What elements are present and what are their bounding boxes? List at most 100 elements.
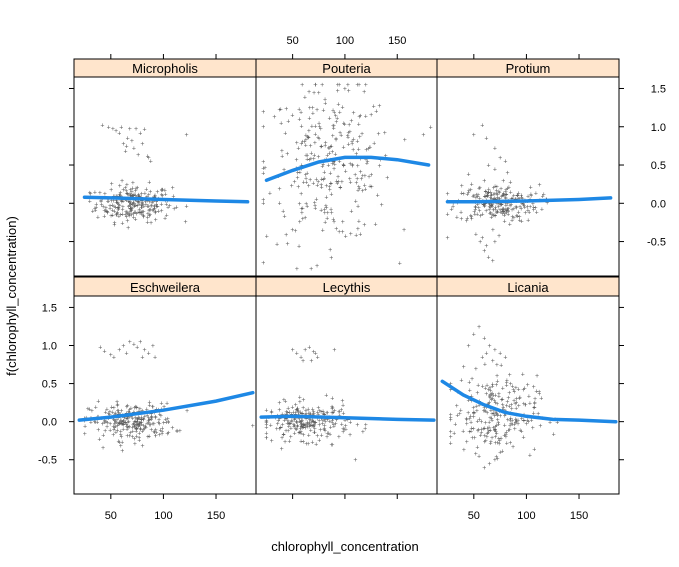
- data-point: +: [157, 209, 161, 216]
- data-point: +: [511, 421, 515, 428]
- data-point: +: [103, 428, 107, 435]
- data-point: +: [503, 354, 507, 361]
- data-point: +: [115, 209, 119, 216]
- data-point: +: [473, 204, 477, 211]
- data-point: +: [264, 420, 268, 427]
- data-point: +: [116, 408, 120, 415]
- data-point: +: [336, 174, 340, 181]
- data-point: +: [140, 354, 144, 361]
- data-point: +: [126, 425, 130, 432]
- data-point: +: [479, 419, 483, 426]
- data-point: +: [99, 202, 103, 209]
- data-point: +: [124, 422, 128, 429]
- data-point: +: [134, 428, 138, 435]
- data-point: +: [453, 422, 457, 429]
- data-point: +: [328, 170, 332, 177]
- data-point: +: [383, 130, 387, 137]
- data-point: +: [330, 417, 334, 424]
- data-point: +: [495, 431, 499, 438]
- data-point: +: [378, 157, 382, 164]
- data-point: +: [148, 402, 152, 409]
- data-point: +: [152, 206, 156, 213]
- data-point: +: [132, 201, 136, 208]
- data-point: +: [160, 429, 164, 436]
- data-point: +: [311, 411, 315, 418]
- data-point: +: [341, 403, 345, 410]
- data-point: +: [488, 343, 492, 350]
- data-point: +: [277, 186, 281, 193]
- data-point: +: [148, 189, 152, 196]
- data-point: +: [170, 425, 174, 432]
- data-point: +: [134, 420, 138, 427]
- data-point: +: [133, 192, 137, 199]
- data-point: +: [135, 421, 139, 428]
- data-point: +: [483, 194, 487, 201]
- data-point: +: [501, 206, 505, 213]
- strip-label: Micropholis: [132, 61, 198, 76]
- data-point: +: [133, 209, 137, 216]
- data-point: +: [487, 207, 491, 214]
- data-point: +: [159, 401, 163, 408]
- data-point: +: [285, 241, 289, 248]
- data-point: +: [355, 138, 359, 145]
- data-point: +: [502, 193, 506, 200]
- data-point: +: [359, 176, 363, 183]
- x-tick-label: 100: [336, 35, 354, 47]
- data-point: +: [320, 82, 324, 89]
- data-point: +: [492, 213, 496, 220]
- data-point: +: [316, 154, 320, 161]
- data-point: +: [488, 194, 492, 201]
- panel-frame: [255, 295, 438, 495]
- data-point: +: [534, 388, 538, 395]
- data-point: +: [322, 411, 326, 418]
- data-point: +: [308, 420, 312, 427]
- data-point: +: [493, 434, 497, 441]
- data-point: +: [327, 146, 331, 153]
- data-point: +: [277, 426, 281, 433]
- data-point: +: [275, 426, 279, 433]
- data-point: +: [501, 402, 505, 409]
- data-point: +: [403, 137, 407, 144]
- data-point: +: [155, 189, 159, 196]
- data-point: +: [323, 96, 327, 103]
- data-point: +: [114, 420, 118, 427]
- data-point: +: [538, 423, 542, 430]
- data-point: +: [529, 418, 533, 425]
- data-point: +: [512, 193, 516, 200]
- data-point: +: [510, 406, 514, 413]
- data-point: +: [164, 417, 168, 424]
- data-point: +: [482, 465, 486, 472]
- data-point: +: [321, 409, 325, 416]
- data-point: +: [510, 214, 514, 221]
- data-point: +: [491, 392, 495, 399]
- data-point: +: [160, 187, 164, 194]
- data-point: +: [314, 442, 318, 449]
- data-point: +: [300, 410, 304, 417]
- data-point: +: [300, 424, 304, 431]
- data-point: +: [490, 203, 494, 210]
- data-point: +: [325, 434, 329, 441]
- data-point: +: [290, 419, 294, 426]
- data-point: +: [133, 441, 137, 448]
- data-point: +: [290, 112, 294, 119]
- data-point: +: [497, 204, 501, 211]
- data-point: +: [119, 418, 123, 425]
- data-point: +: [482, 335, 486, 342]
- data-point: +: [129, 201, 133, 208]
- data-point: +: [299, 141, 303, 148]
- data-point: +: [113, 425, 117, 432]
- data-point: +: [299, 429, 303, 436]
- data-point: +: [548, 419, 552, 426]
- y-tick-label: 0.5: [651, 160, 666, 172]
- data-point: +: [133, 188, 137, 195]
- data-point: +: [315, 416, 319, 423]
- data-point: +: [150, 414, 154, 421]
- data-point: +: [309, 420, 313, 427]
- data-point: +: [478, 239, 482, 246]
- data-point: +: [310, 423, 314, 430]
- data-point: +: [126, 420, 130, 427]
- data-point: +: [125, 426, 129, 433]
- data-point: +: [348, 432, 352, 439]
- data-point: +: [490, 411, 494, 418]
